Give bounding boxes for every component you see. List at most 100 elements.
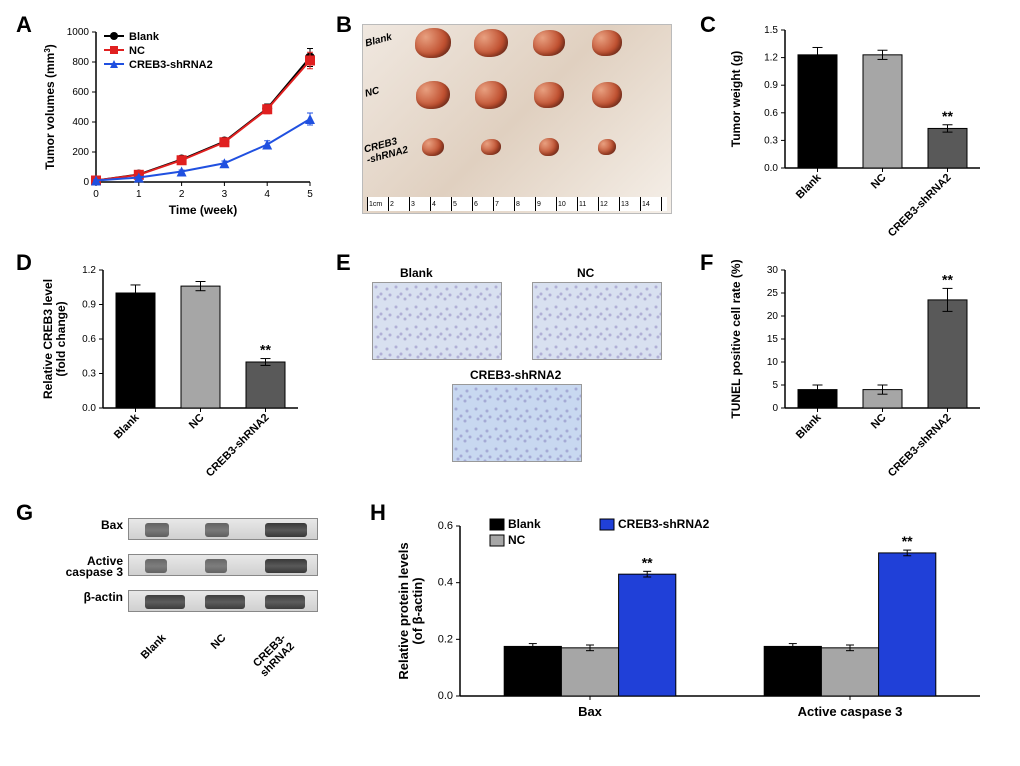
tumor — [598, 139, 616, 155]
ruler-tick: 2 — [390, 201, 394, 208]
svg-text:25: 25 — [767, 288, 779, 299]
svg-text:Blank: Blank — [112, 411, 142, 441]
panel-b-photo: 1cm234567891011121314 BlankNCCREB3 -shRN… — [362, 24, 672, 214]
svg-text:0.0: 0.0 — [764, 163, 778, 174]
svg-text:0.0: 0.0 — [82, 403, 96, 414]
svg-text:NC: NC — [869, 172, 889, 192]
panel-f-label: F — [700, 250, 713, 276]
blot-row — [128, 518, 318, 540]
panel-f: 051015202530TUNEL positive cell rate (%)… — [720, 258, 1000, 478]
svg-text:4: 4 — [264, 189, 270, 200]
tumor-row-label: CREB3 -shRNA2 — [363, 134, 409, 166]
svg-text:15: 15 — [767, 334, 779, 345]
blot-band — [265, 595, 305, 609]
ruler-tick: 4 — [432, 201, 436, 208]
svg-text:600: 600 — [72, 87, 89, 98]
svg-text:Relative protein levels(of β-a: Relative protein levels(of β-actin) — [396, 542, 425, 679]
blot-band — [265, 523, 307, 537]
svg-text:0.9: 0.9 — [764, 80, 778, 91]
figure-root: A 01234502004006008001000Time (week)Tumo… — [10, 10, 1010, 756]
blot-band — [205, 559, 227, 573]
svg-text:5: 5 — [772, 380, 778, 391]
svg-text:NC: NC — [869, 412, 889, 432]
svg-text:0.0: 0.0 — [438, 690, 453, 702]
histo-label-creb3: CREB3-shRNA2 — [470, 368, 561, 382]
svg-text:1000: 1000 — [67, 27, 90, 38]
histo-creb3 — [452, 384, 582, 462]
tumor-row-label: NC — [364, 85, 381, 99]
svg-text:0.3: 0.3 — [82, 369, 96, 380]
panel-d-svg: 0.00.30.60.91.2Relative CREB3 level(fold… — [38, 258, 318, 478]
ruler-tick: 9 — [537, 201, 541, 208]
panel-c-label: C — [700, 12, 716, 38]
svg-text:0.6: 0.6 — [82, 334, 96, 345]
histo-label-nc: NC — [577, 266, 594, 280]
svg-text:CREB3-shRNA2: CREB3-shRNA2 — [129, 59, 213, 71]
tumor — [481, 139, 501, 155]
panel-e: Blank NC CREB3-shRNA2 — [362, 266, 672, 466]
panel-a-label: A — [16, 12, 32, 38]
svg-text:Time (week): Time (week) — [169, 203, 237, 217]
panel-g-label: G — [16, 500, 33, 526]
ruler-tick: 10 — [558, 201, 566, 208]
svg-text:30: 30 — [767, 265, 779, 276]
svg-text:Blank: Blank — [794, 411, 824, 441]
svg-text:800: 800 — [72, 57, 89, 68]
histo-nc — [532, 282, 662, 360]
svg-text:1.2: 1.2 — [764, 53, 778, 64]
svg-text:CREB3-shRNA2: CREB3-shRNA2 — [618, 517, 710, 531]
svg-text:Relative CREB3 level(fold chan: Relative CREB3 level(fold change) — [41, 279, 68, 399]
panel-b-label: B — [336, 12, 352, 38]
ruler-tick: 3 — [411, 201, 415, 208]
tumor — [592, 30, 622, 56]
svg-text:**: ** — [942, 108, 953, 124]
tumor — [475, 81, 507, 109]
ruler-tick: 12 — [600, 201, 608, 208]
svg-text:5: 5 — [307, 189, 313, 200]
svg-text:10: 10 — [767, 357, 779, 368]
panel-e-label: E — [336, 250, 351, 276]
blot-row-label: Active caspase 3 — [66, 556, 123, 578]
panel-g: BaxActive caspase 3β-actinBlankNCCREB3- … — [38, 510, 348, 740]
svg-text:0.2: 0.2 — [438, 633, 453, 645]
svg-text:NC: NC — [187, 412, 207, 432]
svg-text:NC: NC — [129, 45, 145, 57]
svg-text:0: 0 — [93, 189, 99, 200]
svg-text:0.4: 0.4 — [438, 577, 453, 589]
svg-text:NC: NC — [508, 533, 526, 547]
blot-row-label: Bax — [101, 520, 123, 531]
ruler-tick: 8 — [516, 201, 520, 208]
svg-text:Blank: Blank — [794, 171, 824, 201]
tumor — [592, 82, 622, 108]
panel-f-svg: 051015202530TUNEL positive cell rate (%)… — [720, 258, 1000, 478]
svg-text:TUNEL positive cell rate (%): TUNEL positive cell rate (%) — [729, 259, 743, 418]
blot-band — [265, 559, 307, 573]
svg-text:Blank: Blank — [129, 31, 160, 43]
histo-blank — [372, 282, 502, 360]
panel-h-label: H — [370, 500, 386, 526]
tumor — [415, 28, 451, 58]
blot-row — [128, 590, 318, 612]
panel-h-svg: 0.00.20.40.6Relative protein levels(of β… — [390, 510, 1000, 740]
svg-text:3: 3 — [222, 189, 228, 200]
ruler-tick: 6 — [474, 201, 478, 208]
ruler-tick: 7 — [495, 201, 499, 208]
svg-text:0.9: 0.9 — [82, 300, 96, 311]
svg-text:**: ** — [642, 554, 653, 570]
svg-text:Blank: Blank — [508, 517, 541, 531]
ruler-tick: 5 — [453, 201, 457, 208]
histo-label-blank: Blank — [400, 266, 433, 280]
svg-text:Active caspase 3: Active caspase 3 — [798, 704, 903, 719]
svg-text:Tumor volumes (mm3): Tumor volumes (mm3) — [43, 44, 58, 170]
svg-text:0: 0 — [772, 403, 778, 414]
panel-c-svg: 0.00.30.60.91.21.5Tumor weight (g)BlankN… — [720, 18, 1000, 238]
svg-text:Bax: Bax — [578, 704, 603, 719]
svg-text:1: 1 — [136, 189, 142, 200]
svg-text:1.5: 1.5 — [764, 25, 778, 36]
blot-band — [205, 523, 229, 537]
panel-a: 01234502004006008001000Time (week)Tumor … — [38, 20, 318, 220]
blot-band — [145, 595, 185, 609]
panel-d: 0.00.30.60.91.2Relative CREB3 level(fold… — [38, 258, 318, 478]
svg-text:400: 400 — [72, 117, 89, 128]
tumor — [539, 138, 559, 156]
